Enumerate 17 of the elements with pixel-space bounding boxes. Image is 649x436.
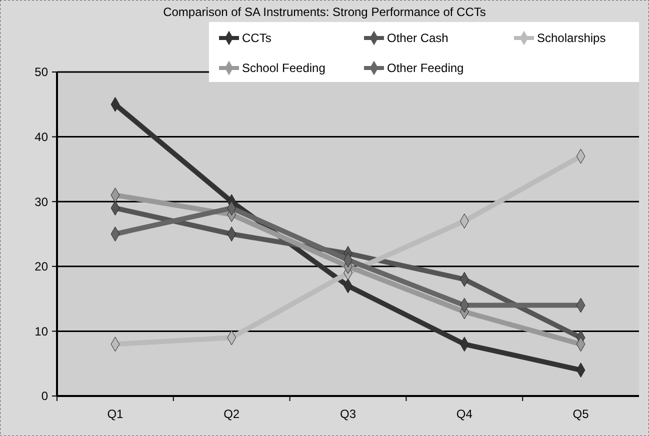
y-tick-label: 40: [34, 130, 48, 144]
y-tick-label: 0: [41, 389, 48, 404]
y-tick-label: 30: [34, 194, 48, 209]
x-tick-label: Q4: [456, 407, 473, 421]
x-tick-label: Q3: [340, 407, 356, 421]
legend-label: Scholarships: [537, 31, 606, 46]
x-tick-label: Q1: [107, 407, 124, 421]
x-tick-label: Q2: [224, 407, 240, 421]
legend-label: Other Cash: [387, 31, 448, 46]
y-tick-label: 20: [34, 260, 48, 274]
x-tick-label: Q5: [572, 407, 590, 421]
y-tick-label: 50: [34, 65, 48, 80]
y-tick-label: 10: [34, 324, 48, 338]
legend-label: CCTs: [242, 31, 272, 46]
legend-label: School Feeding: [242, 61, 326, 76]
chart-title: Comparison of SA Instruments: Strong Performance of CCTs: [163, 5, 486, 19]
legend-label: Other Feeding: [387, 61, 464, 76]
